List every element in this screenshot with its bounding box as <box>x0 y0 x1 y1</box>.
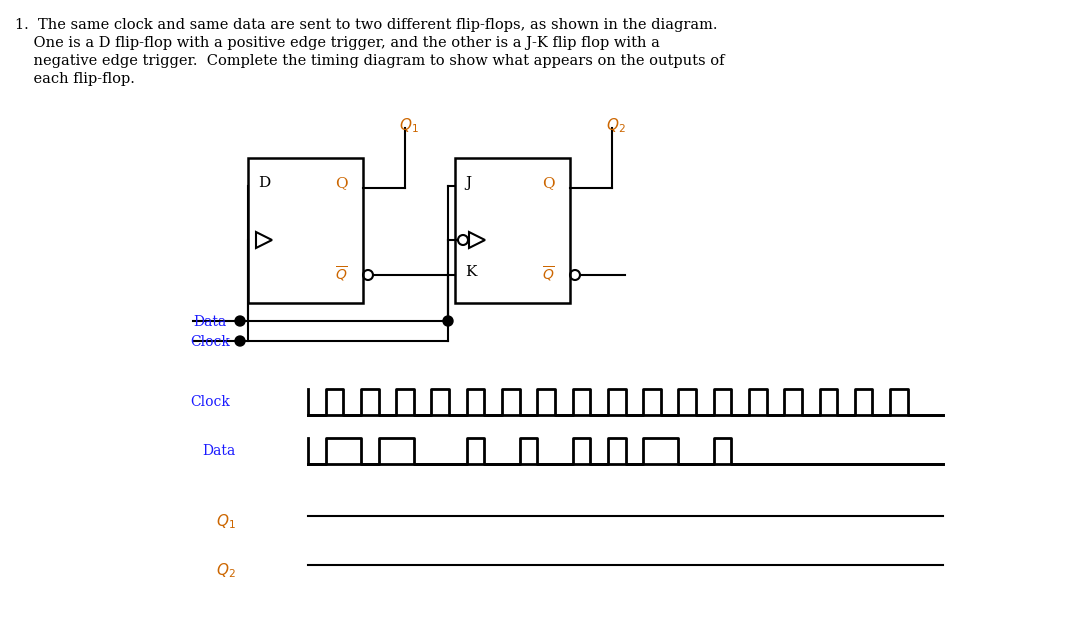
Circle shape <box>235 316 245 326</box>
Bar <box>455 158 570 303</box>
Text: Clock: Clock <box>190 395 230 409</box>
Text: $\overline{Q}$: $\overline{Q}$ <box>335 265 348 284</box>
Text: J: J <box>465 176 471 190</box>
Text: Data: Data <box>193 315 226 329</box>
Circle shape <box>443 316 453 326</box>
Text: 1.  The same clock and same data are sent to two different flip-flops, as shown : 1. The same clock and same data are sent… <box>15 18 718 32</box>
Text: K: K <box>465 265 477 279</box>
Text: One is a D flip-flop with a positive edge trigger, and the other is a J-K flip f: One is a D flip-flop with a positive edg… <box>15 36 660 50</box>
Text: D: D <box>257 176 271 190</box>
Text: Q: Q <box>335 176 348 190</box>
Text: $Q_1$: $Q_1$ <box>216 512 236 531</box>
Bar <box>248 158 363 303</box>
Text: Data: Data <box>203 444 236 458</box>
Text: $Q_2$: $Q_2$ <box>216 561 236 580</box>
Text: Q: Q <box>542 176 554 190</box>
Circle shape <box>235 336 245 346</box>
Text: $Q_2$: $Q_2$ <box>606 116 625 135</box>
Text: $Q_1$: $Q_1$ <box>399 116 419 135</box>
Text: Clock: Clock <box>190 335 230 349</box>
Text: $\overline{Q}$: $\overline{Q}$ <box>542 265 555 284</box>
Text: negative edge trigger.  Complete the timing diagram to show what appears on the : negative edge trigger. Complete the timi… <box>15 54 724 68</box>
Text: each flip-flop.: each flip-flop. <box>15 72 135 86</box>
